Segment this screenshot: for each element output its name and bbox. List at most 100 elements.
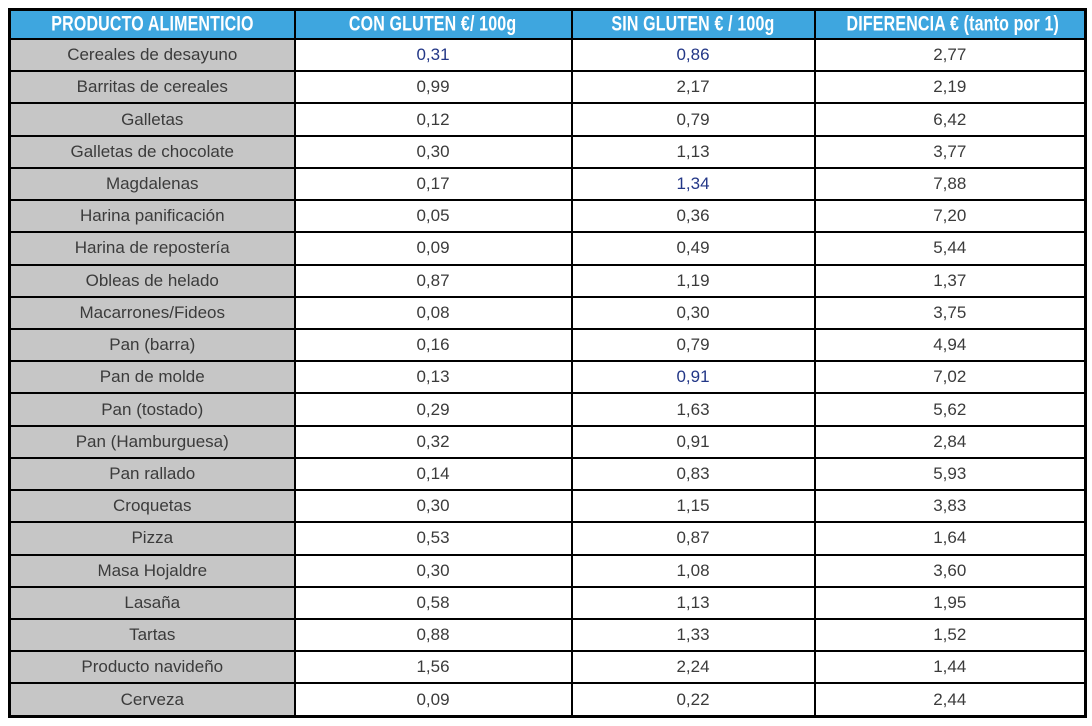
product-cell: Pizza — [8, 521, 296, 556]
product-cell: Galletas de chocolate — [8, 134, 296, 169]
value-cell: 2,44 — [813, 682, 1087, 718]
value-cell: 1,44 — [813, 650, 1087, 685]
value-cell: 7,02 — [813, 360, 1087, 395]
value-cell: 1,52 — [813, 617, 1087, 653]
product-cell: Croquetas — [8, 489, 296, 524]
value-cell: 0,30 — [293, 489, 573, 524]
value-cell: 0,36 — [570, 199, 816, 234]
value-cell: 7,88 — [813, 166, 1087, 202]
value-cell: 1,15 — [570, 489, 816, 524]
table-row: Pan (barra) 0,16 0,79 4,94 — [8, 327, 1087, 363]
col-header-diferencia-label: DIFERENCIA € (tanto por 1) — [846, 12, 1059, 36]
gluten-price-table: PRODUCTO ALIMENTICIO CON GLUTEN €/ 100g … — [8, 8, 1087, 718]
value-cell: 0,79 — [570, 327, 816, 363]
value-cell: 0,86 — [570, 37, 816, 73]
value-cell: 0,31 — [293, 37, 573, 73]
table-row: Harina panificación 0,05 0,36 7,20 — [8, 199, 1087, 234]
value-cell: 0,22 — [570, 682, 816, 718]
product-cell: Magdalenas — [8, 166, 296, 202]
table-row: Pan (Hamburguesa) 0,32 0,91 2,84 — [8, 424, 1087, 459]
table-row: Lasaña 0,58 1,13 1,95 — [8, 585, 1087, 620]
product-cell: Cereales de desayuno — [8, 37, 296, 73]
product-cell: Lasaña — [8, 585, 296, 620]
value-cell: 0,09 — [293, 231, 573, 266]
table-row: Masa Hojaldre 0,30 1,08 3,60 — [8, 553, 1087, 588]
product-cell: Pan (barra) — [8, 327, 296, 363]
value-cell: 0,88 — [293, 617, 573, 653]
value-cell: 0,53 — [293, 521, 573, 556]
table-row: Macarrones/Fideos 0,08 0,30 3,75 — [8, 295, 1087, 330]
product-cell: Galletas — [8, 102, 296, 137]
value-cell: 1,19 — [570, 263, 816, 298]
value-cell: 1,13 — [570, 134, 816, 169]
value-cell: 1,95 — [813, 585, 1087, 620]
col-header-diferencia: DIFERENCIA € (tanto por 1) — [813, 8, 1087, 40]
table-row: Magdalenas 0,17 1,34 7,88 — [8, 166, 1087, 202]
value-cell: 0,30 — [293, 553, 573, 588]
table-row: Tartas 0,88 1,33 1,52 — [8, 617, 1087, 653]
value-cell: 0,30 — [570, 295, 816, 330]
value-cell: 6,42 — [813, 102, 1087, 137]
table-row: Pan de molde 0,13 0,91 7,02 — [8, 360, 1087, 395]
col-header-sin-gluten: SIN GLUTEN € / 100g — [570, 8, 816, 40]
col-header-producto-label: PRODUCTO ALIMENTICIO — [51, 12, 254, 36]
value-cell: 0,87 — [570, 521, 816, 556]
product-cell: Obleas de helado — [8, 263, 296, 298]
product-cell: Pan (tostado) — [8, 392, 296, 427]
value-cell: 3,75 — [813, 295, 1087, 330]
table-row: Cerveza 0,09 0,22 2,44 — [8, 682, 1087, 718]
value-cell: 0,49 — [570, 231, 816, 266]
value-cell: 0,32 — [293, 424, 573, 459]
table-row: Harina de repostería 0,09 0,49 5,44 — [8, 231, 1087, 266]
value-cell: 3,83 — [813, 489, 1087, 524]
value-cell: 0,83 — [570, 456, 816, 492]
value-cell: 0,99 — [293, 70, 573, 105]
value-cell: 0,16 — [293, 327, 573, 363]
table-row: Pan rallado 0,14 0,83 5,93 — [8, 456, 1087, 492]
product-cell: Tartas — [8, 617, 296, 653]
header-row: PRODUCTO ALIMENTICIO CON GLUTEN €/ 100g … — [8, 8, 1087, 40]
value-cell: 0,58 — [293, 585, 573, 620]
value-cell: 0,05 — [293, 199, 573, 234]
product-cell: Pan (Hamburguesa) — [8, 424, 296, 459]
value-cell: 0,14 — [293, 456, 573, 492]
product-cell: Cerveza — [8, 682, 296, 718]
value-cell: 7,20 — [813, 199, 1087, 234]
value-cell: 5,62 — [813, 392, 1087, 427]
value-cell: 1,08 — [570, 553, 816, 588]
value-cell: 4,94 — [813, 327, 1087, 363]
value-cell: 0,79 — [570, 102, 816, 137]
product-cell: Barritas de cereales — [8, 70, 296, 105]
value-cell: 2,17 — [570, 70, 816, 105]
value-cell: 0,08 — [293, 295, 573, 330]
value-cell: 1,63 — [570, 392, 816, 427]
value-cell: 0,91 — [570, 360, 816, 395]
value-cell: 0,30 — [293, 134, 573, 169]
col-header-sin-gluten-label: SIN GLUTEN € / 100g — [611, 12, 775, 36]
col-header-con-gluten: CON GLUTEN €/ 100g — [293, 8, 573, 40]
product-cell: Pan rallado — [8, 456, 296, 492]
col-header-producto: PRODUCTO ALIMENTICIO — [8, 8, 296, 40]
col-header-con-gluten-label: CON GLUTEN €/ 100g — [349, 12, 517, 36]
product-cell: Macarrones/Fideos — [8, 295, 296, 330]
value-cell: 5,44 — [813, 231, 1087, 266]
value-cell: 0,91 — [570, 424, 816, 459]
value-cell: 2,77 — [813, 37, 1087, 73]
value-cell: 1,56 — [293, 650, 573, 685]
value-cell: 2,19 — [813, 70, 1087, 105]
value-cell: 0,17 — [293, 166, 573, 202]
value-cell: 0,09 — [293, 682, 573, 718]
value-cell: 3,77 — [813, 134, 1087, 169]
value-cell: 2,24 — [570, 650, 816, 685]
table-row: Barritas de cereales 0,99 2,17 2,19 — [8, 70, 1087, 105]
product-cell: Producto navideño — [8, 650, 296, 685]
product-cell: Harina panificación — [8, 199, 296, 234]
value-cell: 0,12 — [293, 102, 573, 137]
product-cell: Pan de molde — [8, 360, 296, 395]
table-row: Galletas de chocolate 0,30 1,13 3,77 — [8, 134, 1087, 169]
value-cell: 0,13 — [293, 360, 573, 395]
value-cell: 0,87 — [293, 263, 573, 298]
table-row: Obleas de helado 0,87 1,19 1,37 — [8, 263, 1087, 298]
value-cell: 2,84 — [813, 424, 1087, 459]
table-row: Pan (tostado) 0,29 1,63 5,62 — [8, 392, 1087, 427]
